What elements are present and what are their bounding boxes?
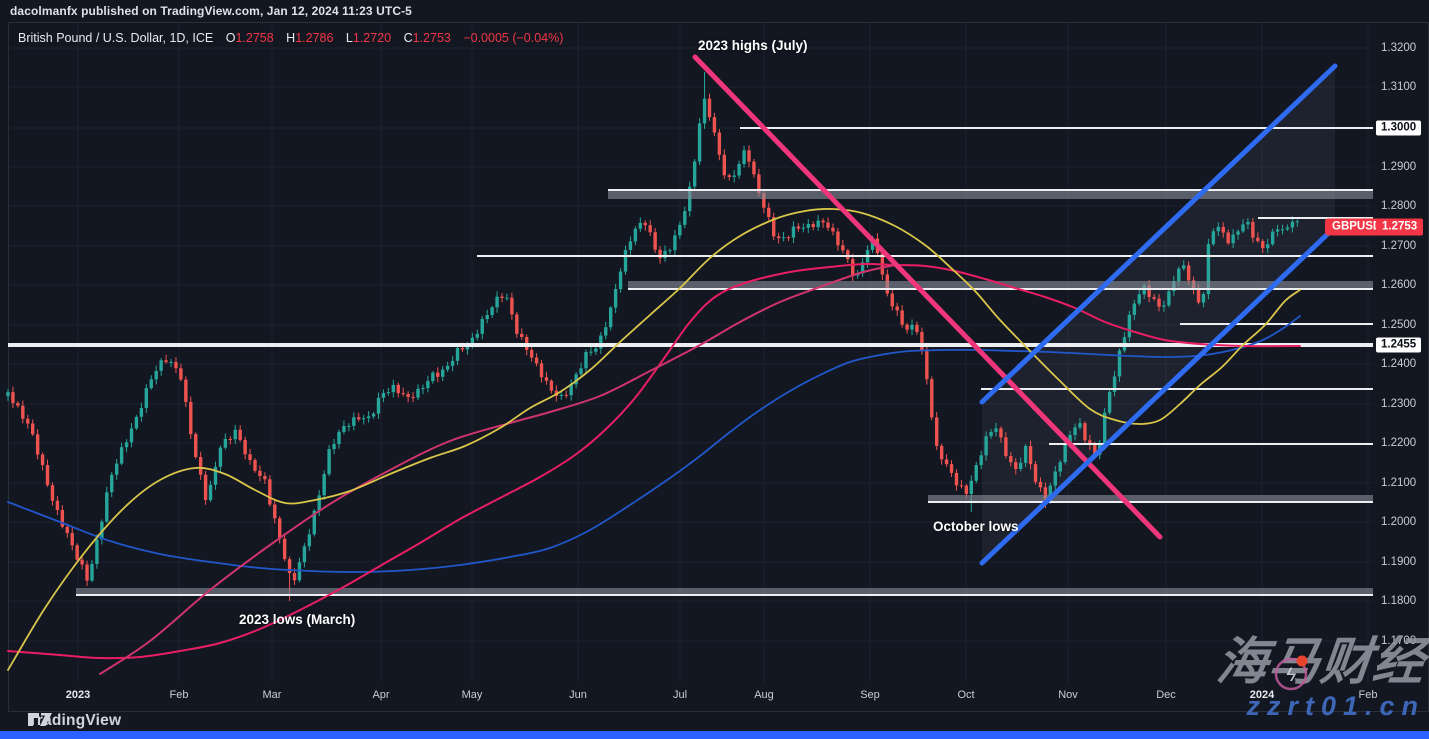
ohlc-open-key: O	[225, 31, 236, 45]
ma-yellow	[7, 208, 1301, 671]
price-tick: 1.2500	[1381, 319, 1417, 331]
time-tick: Aug	[754, 689, 774, 701]
annotation-2023-lows: 2023 lows (March)	[239, 612, 356, 627]
ohlc-close-key: C	[403, 31, 413, 45]
trendline-channel-lower	[979, 224, 1338, 566]
trendline-channel-upper	[979, 63, 1338, 405]
tradingview-logo-icon	[28, 713, 52, 726]
time-tick: 2024	[1249, 689, 1275, 701]
ohlc-low-value: 1.2720	[352, 31, 392, 45]
annotation-october-lows: October lows	[933, 519, 1019, 534]
candlestick-series	[6, 72, 1300, 601]
price-tick: 1.1900	[1381, 556, 1417, 568]
time-tick: Nov	[1058, 689, 1078, 701]
ma-blue	[7, 315, 1301, 573]
publish-byline: dacolmanfx published on TradingView.com,…	[10, 4, 412, 18]
symbol-title: British Pound / U.S. Dollar, 1D, ICE	[18, 31, 214, 45]
tradingview-brand-link[interactable]: TradingView	[28, 712, 121, 730]
trendline-descending-from-july-highs	[692, 54, 1163, 540]
price-tick: 1.2400	[1381, 358, 1417, 370]
price-tick: 1.2700	[1381, 240, 1417, 252]
time-tick: May	[461, 689, 483, 701]
price-level-flag: 1.2455	[1376, 337, 1422, 353]
ma-pink_fast	[99, 264, 896, 675]
ohlc-high-key: H	[286, 31, 296, 45]
price-tick: 1.2800	[1381, 200, 1417, 212]
tradingview-brand-label: TradingView	[28, 712, 122, 729]
ohlc-open-value: 1.2758	[235, 31, 274, 45]
ohlc-high-value: 1.2786	[295, 31, 334, 45]
price-tick: 1.1700	[1381, 635, 1417, 647]
support-resistance-zones	[76, 189, 1373, 596]
price-tick: 1.2300	[1381, 398, 1417, 410]
time-tick: Mar	[262, 689, 282, 701]
ohlc-low-key: L	[345, 31, 353, 45]
symbol-price-flag: GBPUSD	[1325, 218, 1389, 236]
symbol-info-bar: British Pound / U.S. Dollar, 1D, ICE O1.…	[18, 31, 563, 45]
ma-pink_slow	[7, 262, 1301, 660]
moving-average-lines	[7, 208, 1301, 675]
price-tick: 1.3100	[1381, 81, 1417, 93]
price-tick: 1.3200	[1381, 42, 1417, 54]
time-tick: Dec	[1156, 689, 1176, 701]
time-tick: 2023	[65, 689, 91, 701]
ohlc-close-value: 1.2753	[412, 31, 451, 45]
time-tick: Jun	[569, 689, 587, 701]
time-tick: Jul	[672, 689, 688, 701]
time-tick: Sep	[860, 689, 880, 701]
price-tick: 1.2200	[1381, 437, 1417, 449]
price-level-flag: 1.3000	[1376, 120, 1422, 136]
time-tick: Feb	[1358, 689, 1378, 701]
price-tick: 1.2900	[1381, 161, 1417, 173]
price-tick: 1.2000	[1381, 516, 1417, 528]
channel-fill	[982, 66, 1335, 563]
footer-accent-bar	[0, 731, 1429, 739]
time-tick: Feb	[169, 689, 189, 701]
trend-lines	[692, 54, 1338, 566]
price-tick: 1.2600	[1381, 279, 1417, 291]
annotation-2023-highs: 2023 highs (July)	[698, 38, 808, 53]
price-tick: 1.2100	[1381, 477, 1417, 489]
price-tick: 1.1800	[1381, 595, 1417, 607]
time-tick: Apr	[372, 689, 390, 701]
last-price-badge: 1.2753	[1376, 218, 1424, 236]
time-tick: Oct	[957, 689, 975, 701]
change-value: −0.0005 (−0.04%)	[463, 31, 564, 45]
